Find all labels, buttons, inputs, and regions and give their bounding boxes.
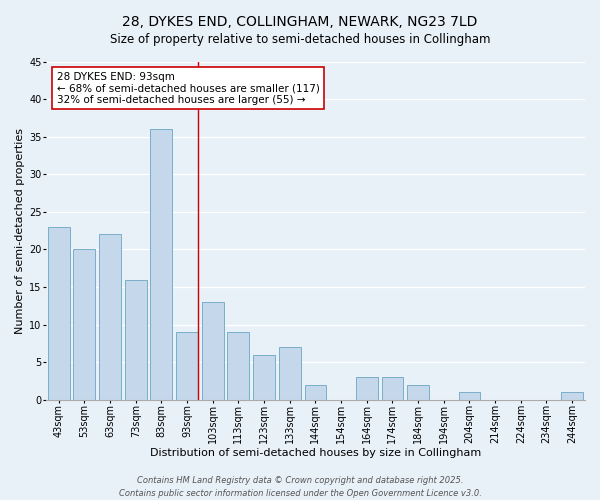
Text: Contains HM Land Registry data © Crown copyright and database right 2025.
Contai: Contains HM Land Registry data © Crown c…	[119, 476, 481, 498]
Bar	[356, 377, 377, 400]
Bar	[99, 234, 121, 400]
Bar	[227, 332, 250, 400]
Bar	[125, 280, 146, 400]
Bar	[48, 227, 70, 400]
X-axis label: Distribution of semi-detached houses by size in Collingham: Distribution of semi-detached houses by …	[150, 448, 481, 458]
Bar	[305, 385, 326, 400]
Bar	[253, 354, 275, 400]
Text: Size of property relative to semi-detached houses in Collingham: Size of property relative to semi-detach…	[110, 32, 490, 46]
Bar	[382, 377, 403, 400]
Bar	[73, 250, 95, 400]
Bar	[176, 332, 198, 400]
Text: 28, DYKES END, COLLINGHAM, NEWARK, NG23 7LD: 28, DYKES END, COLLINGHAM, NEWARK, NG23 …	[122, 15, 478, 29]
Bar	[458, 392, 481, 400]
Bar	[561, 392, 583, 400]
Bar	[151, 129, 172, 400]
Bar	[407, 385, 429, 400]
Bar	[279, 347, 301, 400]
Y-axis label: Number of semi-detached properties: Number of semi-detached properties	[15, 128, 25, 334]
Bar	[202, 302, 224, 400]
Text: 28 DYKES END: 93sqm
← 68% of semi-detached houses are smaller (117)
32% of semi-: 28 DYKES END: 93sqm ← 68% of semi-detach…	[56, 72, 319, 105]
